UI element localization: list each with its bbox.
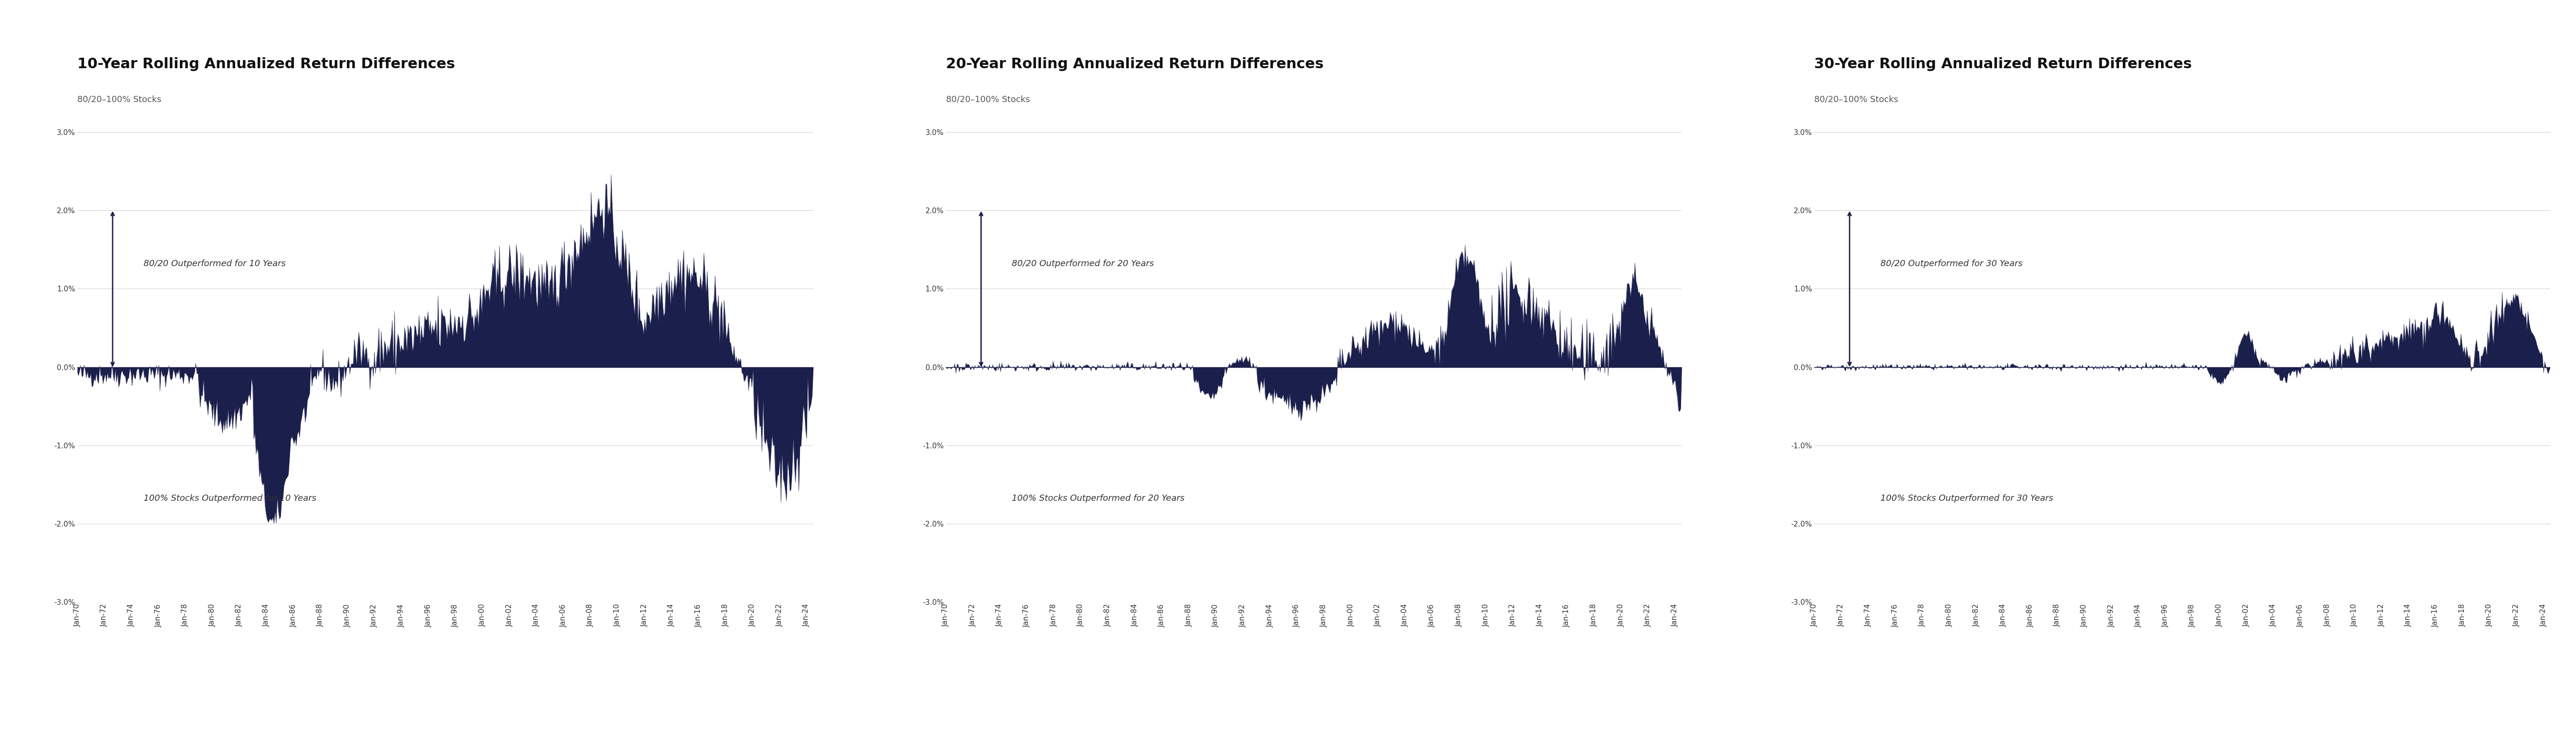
Text: 80/20 Outperformed for 20 Years: 80/20 Outperformed for 20 Years (1012, 259, 1154, 268)
Text: 80/20 Outperformed for 30 Years: 80/20 Outperformed for 30 Years (1880, 259, 2022, 268)
Text: 80/20 Outperformed for 10 Years: 80/20 Outperformed for 10 Years (144, 259, 286, 268)
Text: 30-Year Rolling Annualized Return Differences: 30-Year Rolling Annualized Return Differ… (1814, 57, 2192, 71)
Text: 100% Stocks Outperformed for 20 Years: 100% Stocks Outperformed for 20 Years (1012, 494, 1185, 503)
Text: 100% Stocks Outperformed for 10 Years: 100% Stocks Outperformed for 10 Years (144, 494, 317, 503)
Text: 80/20–100% Stocks: 80/20–100% Stocks (945, 95, 1030, 104)
Text: 20-Year Rolling Annualized Return Differences: 20-Year Rolling Annualized Return Differ… (945, 57, 1324, 71)
Text: 80/20–100% Stocks: 80/20–100% Stocks (77, 95, 162, 104)
Text: 80/20–100% Stocks: 80/20–100% Stocks (1814, 95, 1899, 104)
Text: 100% Stocks Outperformed for 30 Years: 100% Stocks Outperformed for 30 Years (1880, 494, 2053, 503)
Text: 10-Year Rolling Annualized Return Differences: 10-Year Rolling Annualized Return Differ… (77, 57, 456, 71)
